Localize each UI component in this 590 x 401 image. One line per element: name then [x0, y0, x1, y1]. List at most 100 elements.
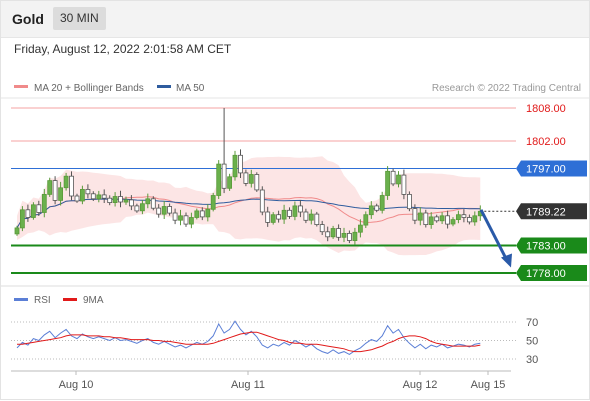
legend-label-9ma: 9MA [83, 295, 104, 306]
legend-label-ma20: MA 20 + Bollinger Bands [34, 83, 144, 94]
candle-body [439, 215, 445, 222]
candle-body [150, 198, 156, 209]
candle-body [19, 209, 25, 229]
candle-body [243, 172, 249, 184]
candle-body [412, 208, 418, 221]
candle-body [205, 208, 211, 218]
candle-body [472, 215, 478, 223]
candle-body [41, 193, 47, 213]
candle-body [58, 187, 63, 201]
price-levels [11, 107, 516, 274]
legend-label-rsi: RSI [34, 295, 51, 306]
candle-body [25, 209, 31, 218]
x-label-aug12: Aug 12 [403, 379, 438, 391]
level-label-pivot: 1797.00 [526, 164, 566, 176]
level-badge-pivot [516, 160, 587, 177]
candle-body [210, 195, 216, 210]
legend-swatch-ma50 [157, 85, 171, 88]
candle-body [216, 163, 222, 196]
candle-body [14, 227, 20, 235]
instrument-title: Gold [12, 11, 44, 27]
candle-body [434, 216, 440, 222]
candle-body [145, 198, 151, 205]
x-label-aug11: Aug 11 [231, 379, 265, 391]
candle-body [336, 228, 342, 238]
candle-body [385, 170, 391, 196]
level-badge-last [516, 203, 587, 220]
candle-body [74, 195, 80, 202]
candle-body [139, 203, 145, 212]
candle-body [85, 188, 91, 195]
candle-body [221, 163, 227, 189]
candle-body [292, 205, 298, 217]
rsi-legend: RSI 9MA [14, 295, 104, 306]
candle-body [276, 214, 282, 220]
x-label-aug10: Aug 10 [59, 379, 94, 391]
candle-body [406, 193, 412, 210]
legend-swatch-ma20 [14, 85, 28, 88]
level-badge-support [516, 265, 587, 281]
level-badge-support [516, 237, 587, 254]
candle-body [107, 197, 113, 203]
copyright: Research © 2022 Trading Central [432, 83, 581, 94]
candle-body [303, 211, 309, 221]
candle-body [428, 216, 434, 225]
bollinger-band-area [17, 156, 481, 256]
candle-body [368, 205, 374, 216]
legend-swatch-9ma [63, 298, 77, 301]
candle-body [69, 175, 74, 197]
level-label-resistance: 1808.00 [526, 103, 566, 115]
header-bar: Gold 30 MIN [1, 1, 589, 38]
candle-body [112, 196, 118, 203]
candle-body [287, 209, 292, 217]
candle-body [123, 199, 129, 203]
candle-body [466, 217, 472, 223]
candle-body [52, 180, 58, 201]
candle-body [455, 214, 461, 220]
candle-body [227, 176, 233, 189]
rsi-line [16, 320, 481, 355]
candle-body [232, 154, 238, 178]
candle-body [101, 194, 107, 199]
x-label-aug15: Aug 15 [471, 379, 506, 391]
candle-body [390, 170, 396, 185]
candle-body [167, 206, 173, 214]
candle-body [270, 214, 276, 223]
bollinger-band [17, 156, 481, 256]
candle-body [199, 210, 205, 218]
candle-body [325, 231, 331, 238]
candle-body [341, 232, 347, 238]
candle-body [63, 175, 69, 189]
candle-body [172, 212, 178, 221]
candle-body [357, 224, 363, 233]
candle-body [363, 214, 369, 226]
rsi-level-label: 70 [526, 317, 538, 329]
candle-body [248, 174, 254, 184]
forecast-arrow-shaft [479, 209, 509, 262]
candle-body [330, 228, 336, 238]
ma50-line [16, 198, 481, 229]
candle-body [188, 217, 194, 225]
forecast-arrow-head [501, 253, 512, 268]
level-label-last: 1789.22 [526, 206, 566, 218]
candle-body [396, 174, 401, 185]
candle-body [30, 204, 36, 218]
candle-body [308, 213, 314, 221]
level-label-resistance: 1802.00 [526, 136, 566, 148]
candle-body [194, 210, 200, 218]
legend-swatch-rsi [14, 298, 28, 301]
candle-body [238, 154, 243, 174]
candle-body [183, 215, 189, 225]
candle-body [297, 205, 303, 213]
candle-body [379, 195, 385, 211]
timeframe-button[interactable]: 30 MIN [53, 7, 106, 30]
level-label-support: 1783.00 [526, 241, 566, 253]
rsi-level-label: 30 [526, 354, 538, 366]
candle-body [96, 194, 102, 200]
candle-body [461, 214, 467, 218]
legend-label-ma50: MA 50 [176, 83, 205, 94]
candle-body [401, 174, 407, 195]
candle-body [161, 206, 167, 215]
candle-body [254, 174, 260, 191]
